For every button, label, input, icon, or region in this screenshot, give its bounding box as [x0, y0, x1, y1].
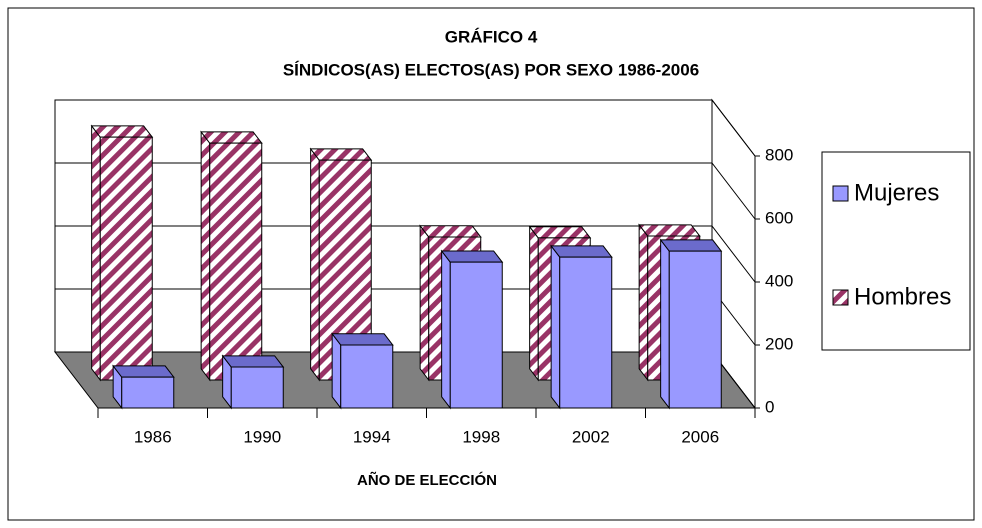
- bar-top: [528, 226, 592, 239]
- y-tick-label: 200: [765, 334, 793, 353]
- y-tick-label: 800: [765, 145, 793, 164]
- bar-top: [221, 355, 285, 368]
- bar-side: [310, 147, 320, 382]
- y-tick-label: 0: [765, 397, 774, 416]
- bar: [99, 136, 153, 381]
- bar-top: [638, 224, 701, 237]
- x-axis-title: AÑO DE ELECCIÓN: [357, 471, 497, 489]
- bar-side: [331, 332, 342, 410]
- bar-side: [200, 130, 211, 382]
- bar-top: [440, 250, 504, 263]
- bar: [559, 256, 613, 409]
- bar-top: [331, 333, 394, 346]
- bar: [121, 376, 175, 409]
- bar-side: [638, 223, 649, 382]
- x-tick-label: 1998: [462, 427, 500, 446]
- bar-top: [90, 125, 154, 138]
- x-tick-label: 2006: [681, 427, 719, 446]
- legend-swatch: [832, 185, 849, 202]
- bar: [340, 344, 394, 409]
- bar-side: [419, 224, 430, 382]
- chart-title: GRÁFICO 4: [445, 27, 538, 46]
- bar-side: [91, 124, 101, 382]
- grid-line: [55, 162, 756, 220]
- grid-line: [55, 225, 756, 283]
- chart-subtitle: SÍNDICOS(AS) ELECTOS(AS) POR SEXO 1986-2…: [283, 60, 699, 79]
- bar: [209, 142, 263, 381]
- bar-top: [200, 131, 263, 144]
- x-tick-label: 2002: [572, 427, 610, 446]
- bar: [668, 250, 722, 409]
- bar-top: [550, 245, 613, 258]
- bar-side: [529, 225, 539, 382]
- x-tick-label: 1990: [243, 427, 281, 446]
- bar-side: [550, 244, 561, 410]
- bar-top: [659, 239, 723, 252]
- bar-top: [112, 365, 175, 378]
- y-tick-label: 400: [765, 271, 793, 290]
- grid-line: [55, 99, 756, 157]
- bar: [230, 366, 284, 409]
- legend-label: Hombres: [854, 283, 951, 310]
- legend-label: Mujeres: [854, 179, 939, 206]
- bar-side: [660, 238, 670, 410]
- bar-side: [441, 249, 451, 410]
- bar-top: [309, 148, 373, 161]
- legend-box: [821, 151, 971, 351]
- x-tick-label: 1986: [134, 427, 172, 446]
- bar-top: [419, 225, 482, 238]
- legend-swatch: [832, 289, 849, 306]
- x-tick-label: 1994: [353, 427, 391, 446]
- y-tick-label: 600: [765, 208, 793, 227]
- bar: [449, 261, 503, 409]
